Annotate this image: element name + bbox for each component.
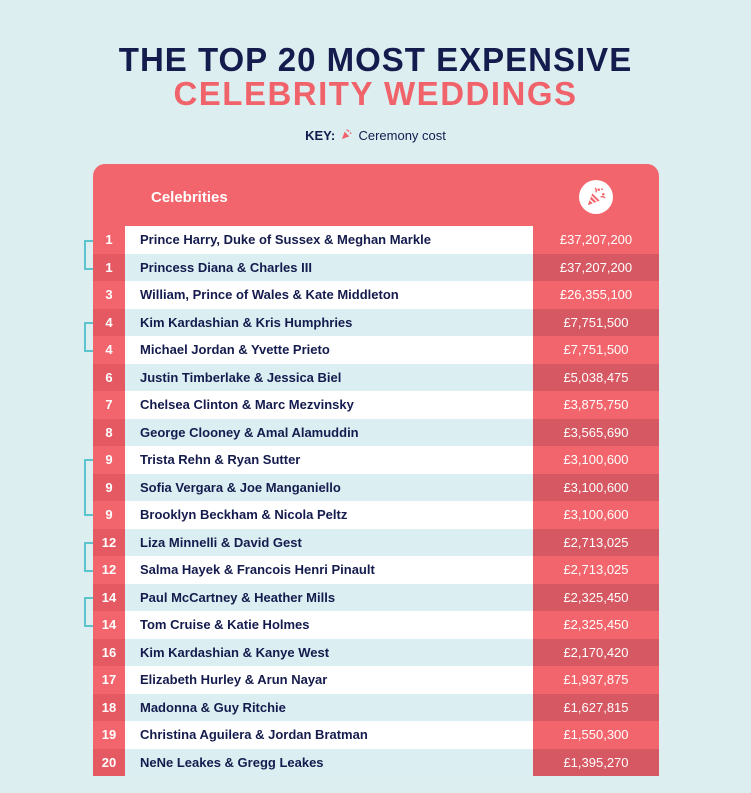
ceremony-cost-cell: £3,875,750 bbox=[533, 391, 659, 419]
table-row: 16 Kim Kardashian & Kanye West £2,170,420 bbox=[93, 638, 659, 666]
celebrities-cell: Christina Aguilera & Jordan Bratman bbox=[125, 721, 533, 749]
celebrities-cell: Madonna & Guy Ritchie bbox=[125, 693, 533, 721]
ceremony-cost-cell: £7,751,500 bbox=[533, 336, 659, 364]
celebrities-cell: Elizabeth Hurley & Arun Nayar bbox=[125, 666, 533, 694]
table-row: 4 Kim Kardashian & Kris Humphries £7,751,5… bbox=[93, 308, 659, 336]
table-row: 12 Salma Hayek & Francois Henri Pinault £2… bbox=[93, 556, 659, 584]
weddings-table: Celebrities 1 Prince Harry, Duke of Susse… bbox=[93, 164, 659, 776]
celebrities-cell: Sofia Vergara & Joe Manganiello bbox=[125, 473, 533, 501]
ceremony-cost-cell: £3,565,690 bbox=[533, 418, 659, 446]
table-row: 6 Justin Timberlake & Jessica Biel £5,038,… bbox=[93, 363, 659, 391]
rank-cell: 7 bbox=[93, 391, 125, 419]
table-body: 1 Prince Harry, Duke of Sussex & Meghan M… bbox=[93, 226, 659, 776]
ceremony-cost-cell: £2,713,025 bbox=[533, 556, 659, 584]
table-row: 1 Prince Harry, Duke of Sussex & Meghan M… bbox=[93, 226, 659, 254]
ceremony-cost-cell: £26,355,100 bbox=[533, 281, 659, 309]
celebrities-cell: NeNe Leakes & Gregg Leakes bbox=[125, 748, 533, 776]
table-row: 9 Sofia Vergara & Joe Manganiello £3,100,6… bbox=[93, 473, 659, 501]
rank-cell: 4 bbox=[93, 308, 125, 336]
rank-cell: 19 bbox=[93, 721, 125, 749]
celebrities-cell: Tom Cruise & Katie Holmes bbox=[125, 611, 533, 639]
celebrities-cell: Brooklyn Beckham & Nicola Peltz bbox=[125, 501, 533, 529]
table-row: 1 Princess Diana & Charles III £37,207,200 bbox=[93, 253, 659, 281]
ceremony-cost-cell: £5,038,475 bbox=[533, 363, 659, 391]
celebrities-cell: William, Prince of Wales & Kate Middleto… bbox=[125, 281, 533, 309]
rank-cell: 9 bbox=[93, 501, 125, 529]
celebrities-cell: Paul McCartney & Heather Mills bbox=[125, 583, 533, 611]
rank-cell: 16 bbox=[93, 638, 125, 666]
table-row: 19 Christina Aguilera & Jordan Bratman £1,… bbox=[93, 721, 659, 749]
ceremony-cost-cell: £3,100,600 bbox=[533, 446, 659, 474]
rank-cell: 14 bbox=[93, 611, 125, 639]
table-row: 18 Madonna & Guy Ritchie £1,627,815 bbox=[93, 693, 659, 721]
ceremony-cost-cell: £7,751,500 bbox=[533, 308, 659, 336]
rank-cell: 18 bbox=[93, 693, 125, 721]
ceremony-cost-cell: £2,170,420 bbox=[533, 638, 659, 666]
ceremony-cost-cell: £3,100,600 bbox=[533, 473, 659, 501]
ceremony-cost-cell: £1,550,300 bbox=[533, 721, 659, 749]
ceremony-cost-cell: £2,325,450 bbox=[533, 583, 659, 611]
celebrities-cell: Princess Diana & Charles III bbox=[125, 253, 533, 281]
rank-cell: 1 bbox=[93, 226, 125, 254]
table-row: 20 NeNe Leakes & Gregg Leakes £1,395,270 bbox=[93, 748, 659, 776]
rank-cell: 9 bbox=[93, 473, 125, 501]
celebrities-cell: Salma Hayek & Francois Henri Pinault bbox=[125, 556, 533, 584]
tie-bracket bbox=[84, 597, 93, 627]
celebrities-cell: Chelsea Clinton & Marc Mezvinsky bbox=[125, 391, 533, 419]
rank-cell: 3 bbox=[93, 281, 125, 309]
table-row: 12 Liza Minnelli & David Gest £2,713,025 bbox=[93, 528, 659, 556]
page-title-line1: THE TOP 20 MOST EXPENSIVE bbox=[118, 41, 633, 78]
celebrities-cell: Liza Minnelli & David Gest bbox=[125, 528, 533, 556]
table-row: 4 Michael Jordan & Yvette Prieto £7,751,50… bbox=[93, 336, 659, 364]
table-row: 17 Elizabeth Hurley & Arun Nayar £1,937,87… bbox=[93, 666, 659, 694]
celebrities-cell: Prince Harry, Duke of Sussex & Meghan Ma… bbox=[125, 226, 533, 254]
ceremony-cost-cell: £1,937,875 bbox=[533, 666, 659, 694]
rank-cell: 9 bbox=[93, 446, 125, 474]
table-header: Celebrities bbox=[93, 164, 659, 226]
tie-bracket bbox=[84, 240, 93, 270]
ceremony-cost-cell: £37,207,200 bbox=[533, 226, 659, 254]
celebrities-cell: Michael Jordan & Yvette Prieto bbox=[125, 336, 533, 364]
table-row: 14 Paul McCartney & Heather Mills £2,325,4… bbox=[93, 583, 659, 611]
rank-cell: 12 bbox=[93, 556, 125, 584]
celebrities-cell: Kim Kardashian & Kris Humphries bbox=[125, 308, 533, 336]
rank-cell: 1 bbox=[93, 253, 125, 281]
key-text: Ceremony cost bbox=[358, 128, 446, 143]
ceremony-cost-cell: £2,713,025 bbox=[533, 528, 659, 556]
ceremony-cost-cell: £37,207,200 bbox=[533, 253, 659, 281]
table-row: 14 Tom Cruise & Katie Holmes £2,325,450 bbox=[93, 611, 659, 639]
key-label: KEY: bbox=[305, 128, 336, 143]
ceremony-cost-cell: £1,395,270 bbox=[533, 748, 659, 776]
celebrities-cell: Justin Timberlake & Jessica Biel bbox=[125, 363, 533, 391]
rank-cell: 8 bbox=[93, 418, 125, 446]
celebrities-column-header: Celebrities bbox=[151, 189, 228, 206]
celebrities-cell: Kim Kardashian & Kanye West bbox=[125, 638, 533, 666]
table-row: 7 Chelsea Clinton & Marc Mezvinsky £3,875,… bbox=[93, 391, 659, 419]
rank-cell: 14 bbox=[93, 583, 125, 611]
ceremony-cost-cell: £2,325,450 bbox=[533, 611, 659, 639]
tie-bracket bbox=[84, 542, 93, 572]
tie-bracket bbox=[84, 322, 93, 352]
table-row: 9 Trista Rehn & Ryan Sutter £3,100,600 bbox=[93, 446, 659, 474]
ceremony-cost-cell: £3,100,600 bbox=[533, 501, 659, 529]
table-row: 3 William, Prince of Wales & Kate Middlet… bbox=[93, 281, 659, 309]
page-title-line2: CELEBRITY WEDDINGS bbox=[173, 75, 578, 112]
rank-cell: 6 bbox=[93, 363, 125, 391]
celebrities-cell: George Clooney & Amal Alamuddin bbox=[125, 418, 533, 446]
rank-cell: 17 bbox=[93, 666, 125, 694]
party-popper-icon bbox=[579, 180, 613, 214]
table-row: 8 George Clooney & Amal Alamuddin £3,565,6… bbox=[93, 418, 659, 446]
rank-cell: 12 bbox=[93, 528, 125, 556]
rank-cell: 4 bbox=[93, 336, 125, 364]
party-popper-icon bbox=[341, 128, 356, 143]
tie-bracket bbox=[84, 459, 93, 516]
key-legend: KEY: Ceremony cost bbox=[0, 128, 751, 143]
celebrities-cell: Trista Rehn & Ryan Sutter bbox=[125, 446, 533, 474]
table-row: 9 Brooklyn Beckham & Nicola Peltz £3,100,6… bbox=[93, 501, 659, 529]
ceremony-cost-cell: £1,627,815 bbox=[533, 693, 659, 721]
rank-cell: 20 bbox=[93, 748, 125, 776]
